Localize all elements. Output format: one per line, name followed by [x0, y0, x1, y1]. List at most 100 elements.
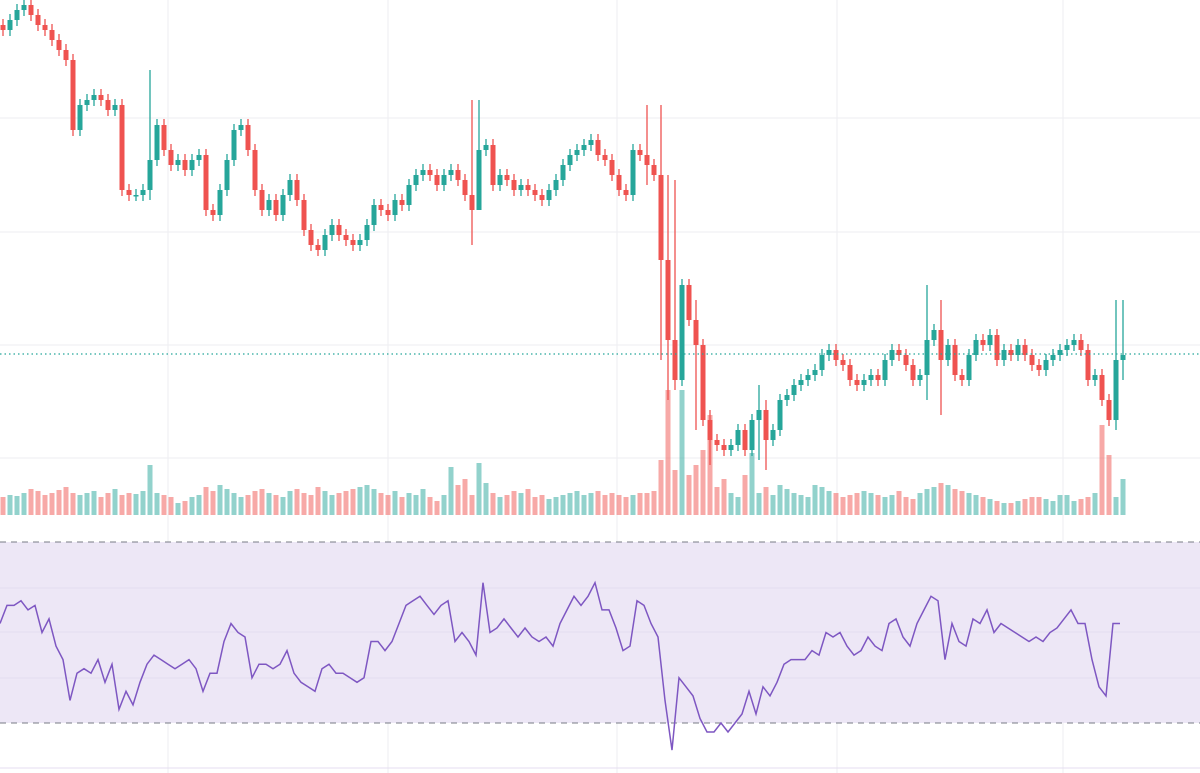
- candle-body: [105, 100, 111, 110]
- volume-bar: [385, 495, 391, 515]
- volume-bar: [602, 495, 608, 515]
- candle-body: [1001, 350, 1007, 360]
- volume-bar: [763, 487, 769, 515]
- candle-body: [672, 340, 678, 380]
- candle-body: [847, 365, 853, 380]
- candle-body: [427, 170, 433, 175]
- volume-bar: [952, 489, 958, 515]
- volume-bar: [91, 491, 97, 515]
- volume-bar: [833, 493, 839, 515]
- volume-bar: [168, 497, 174, 515]
- volume-bar: [560, 495, 566, 515]
- volume-bar: [441, 495, 447, 515]
- candle-body: [329, 225, 335, 235]
- candle-body: [595, 140, 601, 155]
- candle-body: [903, 355, 909, 365]
- candle-body: [371, 205, 377, 225]
- volume-bar: [847, 495, 853, 515]
- candle-body: [28, 5, 34, 15]
- candle-body: [980, 340, 986, 345]
- candle-body: [798, 380, 804, 385]
- volume-bar: [322, 491, 328, 515]
- volume-bar: [336, 493, 342, 515]
- candle-body: [0, 25, 6, 30]
- volume-bar: [609, 493, 615, 515]
- volume-bar: [238, 497, 244, 515]
- volume-bar: [105, 493, 111, 515]
- candle-body: [448, 170, 454, 175]
- candle-body: [910, 365, 916, 380]
- volume-bar: [56, 490, 62, 515]
- candle-body: [420, 170, 426, 175]
- volume-bar: [539, 495, 545, 515]
- volume-bar: [77, 495, 83, 515]
- candle-body: [756, 410, 762, 420]
- volume-bar: [343, 491, 349, 515]
- candle-body: [364, 225, 370, 240]
- candle-body: [1106, 400, 1112, 420]
- candle-body: [84, 100, 90, 105]
- candle-body: [259, 190, 265, 210]
- volume-bar: [1057, 495, 1063, 515]
- candle-body: [126, 190, 132, 195]
- candle-body: [168, 150, 174, 165]
- candle-body: [406, 185, 412, 205]
- volume-bar: [182, 501, 188, 515]
- volume-bar: [462, 479, 468, 515]
- volume-bar: [1029, 497, 1035, 515]
- volume-bar: [525, 489, 531, 515]
- volume-bar: [756, 493, 762, 515]
- volume-bar: [301, 493, 307, 515]
- candle-body: [35, 15, 41, 25]
- candle-body: [952, 345, 958, 375]
- volume-bar: [1064, 495, 1070, 515]
- candle-body: [602, 155, 608, 160]
- candle-body: [147, 160, 153, 190]
- volume-bar: [266, 493, 272, 515]
- candle-body: [434, 175, 440, 185]
- volume-bar: [651, 491, 657, 515]
- candle-body: [896, 350, 902, 355]
- candle-body: [1043, 360, 1049, 370]
- candle-body: [693, 320, 699, 345]
- volume-bar: [798, 495, 804, 515]
- volume-bar: [567, 493, 573, 515]
- candle-body: [287, 180, 293, 195]
- volume-bar: [399, 497, 405, 515]
- volume-bar: [1120, 479, 1126, 515]
- volume-bar: [574, 491, 580, 515]
- volume-bar: [630, 495, 636, 515]
- volume-bar: [910, 499, 916, 515]
- volume-bar: [686, 475, 692, 515]
- volume-bar: [119, 495, 125, 515]
- candle-body: [826, 350, 832, 355]
- candle-body: [231, 130, 237, 160]
- candle-body: [861, 380, 867, 385]
- candle-body: [504, 175, 510, 180]
- volume-bar: [595, 491, 601, 515]
- volume-bar: [1050, 501, 1056, 515]
- candle-body: [294, 180, 300, 200]
- candle-body: [749, 420, 755, 450]
- volume-bar: [581, 495, 587, 515]
- volume-bar: [742, 475, 748, 515]
- volume-bar: [1036, 497, 1042, 515]
- candle-body: [931, 330, 937, 340]
- volume-bar: [546, 499, 552, 515]
- candle-body: [581, 145, 587, 150]
- candle-body: [98, 95, 104, 100]
- volume-bar: [420, 489, 426, 515]
- candle-body: [623, 190, 629, 195]
- volume-bar: [14, 496, 20, 515]
- volume-bar: [959, 491, 965, 515]
- candle-body: [315, 245, 321, 250]
- candle-body: [938, 330, 944, 360]
- volume-bar: [1099, 425, 1105, 515]
- volume-bar: [637, 493, 643, 515]
- volume-bar: [812, 485, 818, 515]
- candle-body: [189, 160, 195, 170]
- volume-bar: [455, 485, 461, 515]
- candle-body: [182, 160, 188, 170]
- volume-bar: [133, 494, 139, 515]
